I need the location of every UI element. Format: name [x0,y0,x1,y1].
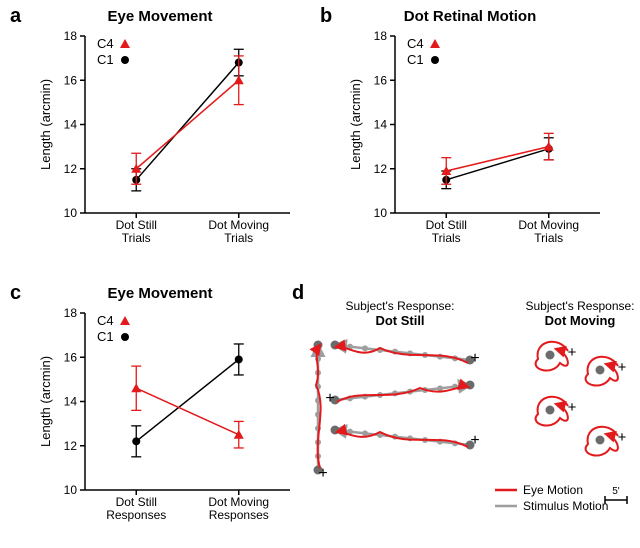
panel-a-label: a [10,5,21,28]
svg-text:+: + [325,390,334,407]
svg-text:16: 16 [64,350,78,364]
svg-text:C4: C4 [407,36,424,51]
svg-text:Dot Moving: Dot Moving [545,313,616,328]
svg-text:12: 12 [64,439,78,453]
svg-text:Responses: Responses [209,508,269,522]
panel-b-label: b [320,5,332,28]
svg-text:Dot Moving: Dot Moving [208,218,269,232]
svg-text:C1: C1 [97,329,114,344]
panel-c-label: c [10,282,21,305]
svg-text:Trials: Trials [122,231,151,245]
svg-text:5': 5' [612,486,620,497]
svg-text:Length (arcmin): Length (arcmin) [38,79,53,170]
svg-text:18: 18 [374,29,388,43]
panel-c-chart: 1012141618Length (arcmin)Dot StillRespon… [30,305,300,535]
svg-text:Subject's Response:: Subject's Response: [525,299,634,313]
svg-text:+: + [470,350,479,367]
svg-text:Responses: Responses [106,508,166,522]
svg-text:10: 10 [374,206,388,220]
svg-text:C1: C1 [407,52,424,67]
panel-c-title: Eye Movement [30,285,290,302]
svg-text:C4: C4 [97,313,114,328]
svg-text:Stimulus Motion: Stimulus Motion [523,499,608,513]
svg-text:12: 12 [374,162,388,176]
svg-text:C4: C4 [97,36,114,51]
svg-text:16: 16 [64,73,78,87]
svg-text:+: + [568,344,577,361]
svg-text:16: 16 [374,73,388,87]
svg-text:10: 10 [64,206,78,220]
svg-text:10: 10 [64,483,78,497]
svg-text:Dot Still: Dot Still [426,218,467,232]
panel-a-title: Eye Movement [30,8,290,25]
svg-text:18: 18 [64,29,78,43]
svg-text:14: 14 [374,118,388,132]
svg-text:Dot Still: Dot Still [375,313,424,328]
svg-text:Dot Moving: Dot Moving [208,495,269,509]
svg-text:12: 12 [64,162,78,176]
svg-text:Eye Motion: Eye Motion [523,483,583,497]
svg-text:Dot Moving: Dot Moving [518,218,579,232]
svg-text:Dot Still: Dot Still [116,218,157,232]
svg-text:C1: C1 [97,52,114,67]
svg-text:Dot Still: Dot Still [116,495,157,509]
svg-text:+: + [618,429,627,446]
svg-text:Length (arcmin): Length (arcmin) [38,356,53,447]
figure: a Eye Movement 10 12 14 16 18 Length (arcmin)… [0,0,640,548]
svg-text:Trials: Trials [224,231,253,245]
panel-a-chart: 1012141618Length (arcmin)Dot StillTrials… [30,28,300,258]
svg-text:14: 14 [64,395,78,409]
panel-d-illustration: Subject's Response:Dot StillSubject's Re… [300,290,640,540]
panel-b-title: Dot Retinal Motion [340,8,600,25]
svg-text:Length (arcmin): Length (arcmin) [348,79,363,170]
svg-text:18: 18 [64,306,78,320]
svg-text:Subject's Response:: Subject's Response: [345,299,454,313]
panel-b-chart: 1012141618Length (arcmin)Dot StillTrials… [340,28,610,258]
svg-text:Trials: Trials [432,231,461,245]
svg-text:+: + [318,465,327,482]
svg-text:+: + [470,432,479,449]
svg-text:Trials: Trials [534,231,563,245]
svg-text:14: 14 [64,118,78,132]
svg-text:+: + [568,399,577,416]
svg-text:+: + [618,359,627,376]
